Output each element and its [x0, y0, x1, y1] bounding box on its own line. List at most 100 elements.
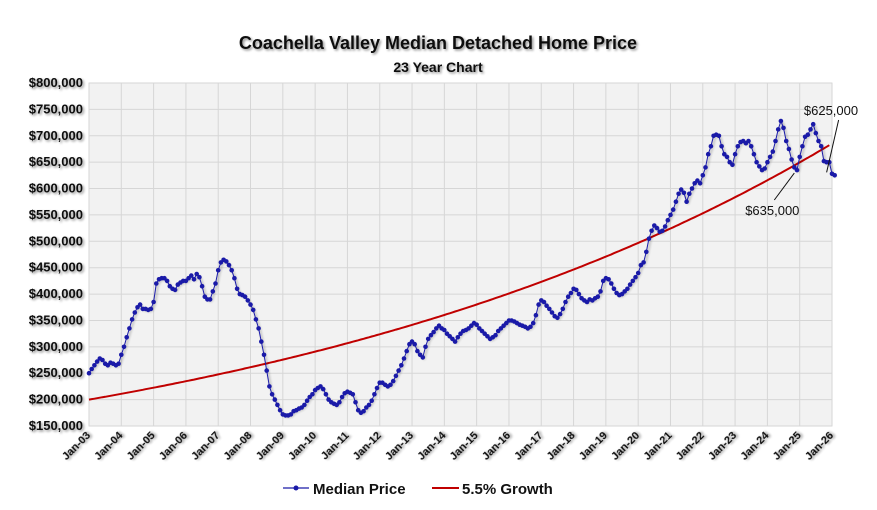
median-point: [641, 260, 646, 265]
median-point: [660, 228, 665, 234]
median-point: [250, 307, 256, 313]
median-point: [148, 306, 154, 312]
median-point: [810, 121, 816, 127]
median-point: [272, 397, 278, 402]
x-tick-label: Jan-19: [577, 430, 610, 463]
median-point: [773, 138, 778, 144]
y-tick-label: $700,000: [29, 128, 83, 143]
median-point: [754, 159, 759, 165]
median-point: [681, 190, 687, 196]
median-point: [606, 277, 611, 282]
median-point: [337, 400, 342, 405]
median-point: [568, 290, 574, 296]
median-point: [560, 306, 566, 312]
median-point: [390, 378, 396, 384]
median-point: [673, 199, 679, 204]
median-point: [232, 275, 237, 281]
median-point: [242, 294, 248, 300]
median-point: [207, 297, 213, 302]
median-point: [137, 302, 143, 307]
x-tick-label: Jan-23: [706, 430, 739, 463]
x-tick-label: Jan-12: [351, 430, 384, 463]
median-point: [678, 187, 684, 192]
median-point: [264, 368, 270, 373]
median-point: [781, 125, 786, 131]
median-point: [132, 310, 138, 315]
median-point: [544, 303, 549, 309]
x-tick-label: Jan-06: [157, 430, 190, 463]
legend-item-growth[interactable]: 5.5% Growth: [432, 481, 553, 498]
median-point: [420, 355, 426, 360]
y-tick-label: $250,000: [29, 365, 83, 380]
x-tick-label: Jan-18: [545, 430, 578, 463]
x-tick-label: Jan-03: [60, 430, 93, 463]
median-point: [635, 270, 641, 276]
median-point: [229, 268, 234, 273]
median-point: [813, 130, 819, 136]
median-point: [256, 326, 261, 331]
median-point: [304, 398, 310, 404]
chart-title: Coachella Valley Median Detached Home Pr…: [239, 33, 637, 53]
chart-subtitle: 23 Year Chart: [393, 59, 483, 75]
grid: [88, 82, 833, 427]
median-point: [684, 199, 689, 204]
median-point: [549, 310, 555, 315]
median-point: [191, 277, 197, 282]
plot-area: [88, 82, 833, 427]
median-point: [732, 151, 738, 157]
median-point: [533, 312, 539, 318]
median-point: [442, 327, 447, 333]
median-point: [765, 159, 770, 165]
median-point: [708, 144, 714, 149]
median-point: [816, 138, 821, 144]
median-point: [609, 281, 614, 286]
x-tick-label: Jan-20: [609, 430, 642, 463]
median-point: [627, 282, 633, 287]
growth-line: [88, 144, 830, 401]
median-point: [665, 217, 671, 223]
median-point: [302, 402, 307, 408]
median-point: [423, 344, 428, 350]
median-point: [415, 348, 420, 354]
median-point: [226, 262, 232, 268]
x-tick-label: Jan-16: [480, 430, 513, 463]
median-point: [775, 127, 781, 132]
x-tick-label: Jan-07: [189, 430, 222, 463]
median-point: [794, 167, 800, 173]
y-tick-label: $650,000: [29, 154, 83, 169]
median-point: [646, 236, 652, 241]
median-point: [455, 335, 461, 340]
median-point: [730, 162, 735, 168]
median-point: [245, 298, 251, 303]
median-point: [493, 332, 498, 338]
median-point: [536, 302, 541, 307]
median-point: [555, 315, 560, 321]
x-tick-label: Jan-17: [512, 430, 545, 463]
median-point: [757, 164, 762, 169]
median-point: [369, 398, 375, 404]
median-point: [719, 144, 724, 149]
x-tick-label: Jan-15: [448, 430, 481, 463]
y-tick-label: $400,000: [29, 286, 83, 301]
median-point: [121, 344, 127, 350]
median-point: [116, 361, 121, 367]
median-point: [224, 259, 229, 264]
median-point: [269, 392, 275, 397]
median-point: [366, 402, 372, 408]
median-point: [374, 385, 380, 391]
median-point: [770, 149, 776, 154]
x-tick-label: Jan-21: [641, 430, 674, 463]
median-point: [474, 322, 480, 328]
y-tick-label: $750,000: [29, 101, 83, 116]
x-tick-label: Jan-13: [383, 430, 416, 463]
median-point: [598, 289, 603, 294]
median-point: [412, 341, 418, 347]
median-point: [452, 339, 458, 344]
legend-item-median-price[interactable]: Median Price: [283, 481, 406, 498]
median-point: [662, 224, 668, 229]
median-point: [127, 326, 132, 331]
median-point: [676, 191, 681, 197]
median-point: [234, 286, 240, 292]
median-point: [372, 392, 377, 397]
median-point: [705, 151, 711, 157]
